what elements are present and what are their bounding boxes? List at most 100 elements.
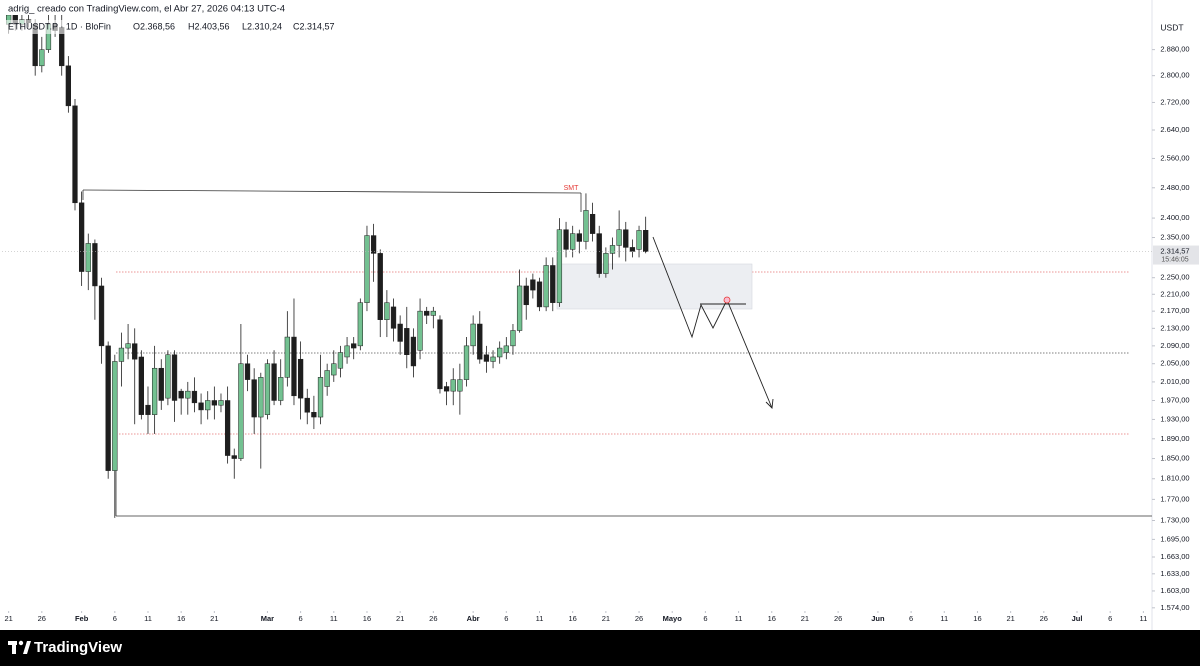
candle-body [510,330,516,347]
x-tick-label: 26 [38,614,46,623]
y-tick-label: 1.890,00 [1160,434,1189,443]
marker [723,296,731,304]
candle-body [609,245,616,254]
y-tick-label: 2.130,00 [1160,323,1189,332]
candle-body [304,397,310,413]
candles [5,15,649,518]
candle-body [85,243,91,272]
y-tick-label: 2.720,00 [1160,97,1189,106]
x-tick-label: 16 [569,614,577,623]
trend-line [82,189,582,194]
y-tick-label: 2.010,00 [1160,377,1189,386]
legend-ohlc: H2.403,56 [188,21,230,31]
candle-body [483,354,490,362]
candle-body [457,379,463,392]
candle-body [224,400,231,456]
candle-body [443,386,450,392]
x-tick-label: 21 [1006,614,1014,623]
zone [556,263,753,310]
y-tick-label: 2.480,00 [1160,183,1189,192]
x-tick-label: 26 [1040,614,1048,623]
x-tick-label: 26 [635,614,643,623]
y-tick-label: 1.850,00 [1160,454,1189,463]
candle-body [543,265,549,308]
candle-body [324,370,330,387]
legend-ohlc: O2.368,56 [133,21,175,31]
candle-body [384,302,390,320]
candle-body [536,281,543,308]
y-tick-label: 1.663,00 [1160,552,1189,561]
candle-body [377,253,383,320]
candle-body [351,343,357,349]
candle-body [185,390,191,399]
y-tick-label: 2.250,00 [1160,273,1189,282]
candle-body [370,235,377,254]
candle-body [490,356,496,362]
candle-body [364,235,370,303]
candle-body [424,310,430,316]
x-tick-label: 6 [504,614,508,623]
candle-body [357,302,363,347]
candle-body [178,390,184,399]
candle-body [417,310,423,351]
candle-body [78,202,85,272]
x-tick-label: 11 [735,614,743,623]
currency: USDT [1160,22,1183,32]
y-tick-label: 2.800,00 [1160,71,1189,80]
candle-body [251,379,257,418]
candle-body [583,210,589,242]
arrow-head [765,398,774,409]
y-tick-label: 2.050,00 [1160,359,1189,368]
candle-body [171,354,178,401]
projection-path [652,236,773,409]
x-tick-label: 21 [210,614,218,623]
candle-body [397,323,403,342]
x-tick-label: Jun [871,614,885,623]
candle-body [576,233,582,242]
legend-ohlc: L2.310,24 [242,21,282,31]
candle-body [271,363,277,401]
y-tick-label: 2.170,00 [1160,306,1189,315]
candle-body [125,343,131,349]
y-tick-label: 1.930,00 [1160,414,1189,423]
candle-body [623,229,629,248]
x-tick-label: Feb [75,614,89,623]
candle-body [410,336,417,367]
candle-body [516,285,523,331]
candle-body [463,345,470,380]
y-tick-label: 2.560,00 [1160,153,1189,162]
candle-body [331,363,337,376]
candle-body [596,233,602,274]
candle-body [278,377,284,401]
candle-body [497,347,503,358]
candle-body [218,400,224,406]
x-tick-label: 21 [801,614,809,623]
candle-body [629,247,636,252]
y-tick-label: 2.400,00 [1160,213,1189,222]
brand: TradingView [34,639,122,656]
y-tick-label: 2.090,00 [1160,341,1189,350]
x-tick-label: 11 [330,614,338,623]
candle-body [337,352,344,369]
x-tick-label: Mar [261,614,274,623]
candle-body [404,328,410,355]
candle-body [390,306,397,329]
y-tick-label: 1.770,00 [1160,494,1189,503]
logo-shape [18,640,24,646]
x-tick-label: 16 [768,614,776,623]
x-tick-label: 6 [299,614,303,623]
last-price-box [1153,245,1199,265]
x-tick-label: 16 [363,614,371,623]
x-tick-label: 6 [703,614,707,623]
candle-body [165,354,171,399]
candle-body [556,229,563,303]
legend-ohlc: C2.314,57 [293,21,335,31]
candle-body [112,361,118,471]
last-price-label: 2.314,57 [1160,247,1189,256]
candle-body [437,319,443,390]
candle-body [570,233,576,250]
candle-body [151,367,158,415]
candle-body [258,377,264,418]
x-tick-label: 11 [1139,614,1147,623]
x-tick-label: 11 [144,614,152,623]
